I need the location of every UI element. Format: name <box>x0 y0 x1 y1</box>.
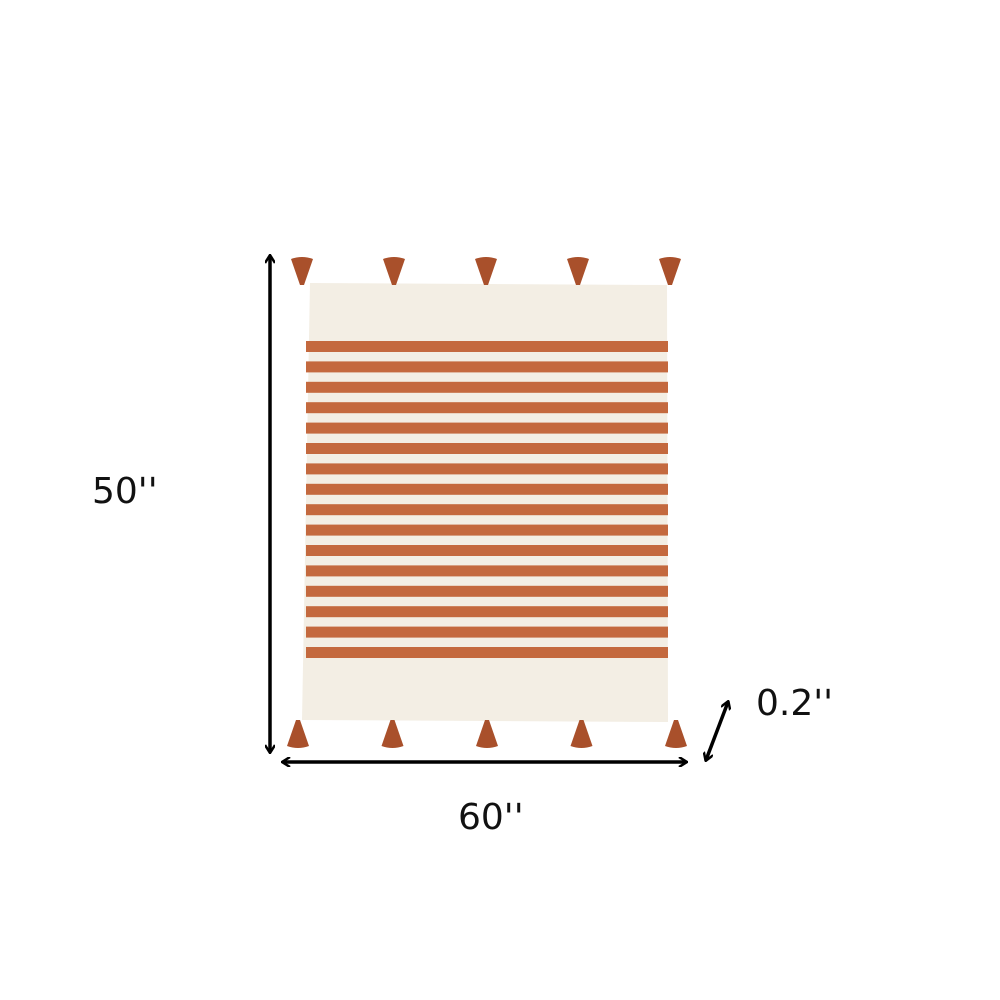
stripes <box>306 341 668 658</box>
stripe <box>306 381 668 393</box>
stripe <box>306 504 668 516</box>
stripe <box>306 402 668 414</box>
tassel <box>567 257 589 285</box>
tassel <box>291 257 313 285</box>
stripe <box>306 463 668 475</box>
depth-arrow <box>706 702 728 760</box>
tassels <box>287 257 687 748</box>
stripe <box>306 626 668 638</box>
stripe <box>306 422 668 434</box>
stripe <box>306 361 668 373</box>
stripe <box>306 545 668 556</box>
tassel <box>476 720 498 748</box>
stripe <box>306 524 668 536</box>
stripe <box>306 585 668 597</box>
width-label: 60'' <box>458 797 524 838</box>
tassel <box>659 257 681 285</box>
height-label: 50'' <box>92 471 158 512</box>
stripe <box>306 565 668 577</box>
tassel <box>383 257 405 285</box>
stripe <box>306 647 668 658</box>
stripe <box>306 443 668 454</box>
stripe <box>306 606 668 618</box>
stripe <box>306 483 668 495</box>
tassel <box>570 720 593 748</box>
depth-label: 0.2'' <box>756 683 834 724</box>
tassel <box>287 720 309 748</box>
tassel <box>381 720 404 748</box>
tassel <box>665 720 687 748</box>
stripe <box>306 341 668 352</box>
tassel <box>475 257 497 285</box>
blanket <box>287 257 687 748</box>
